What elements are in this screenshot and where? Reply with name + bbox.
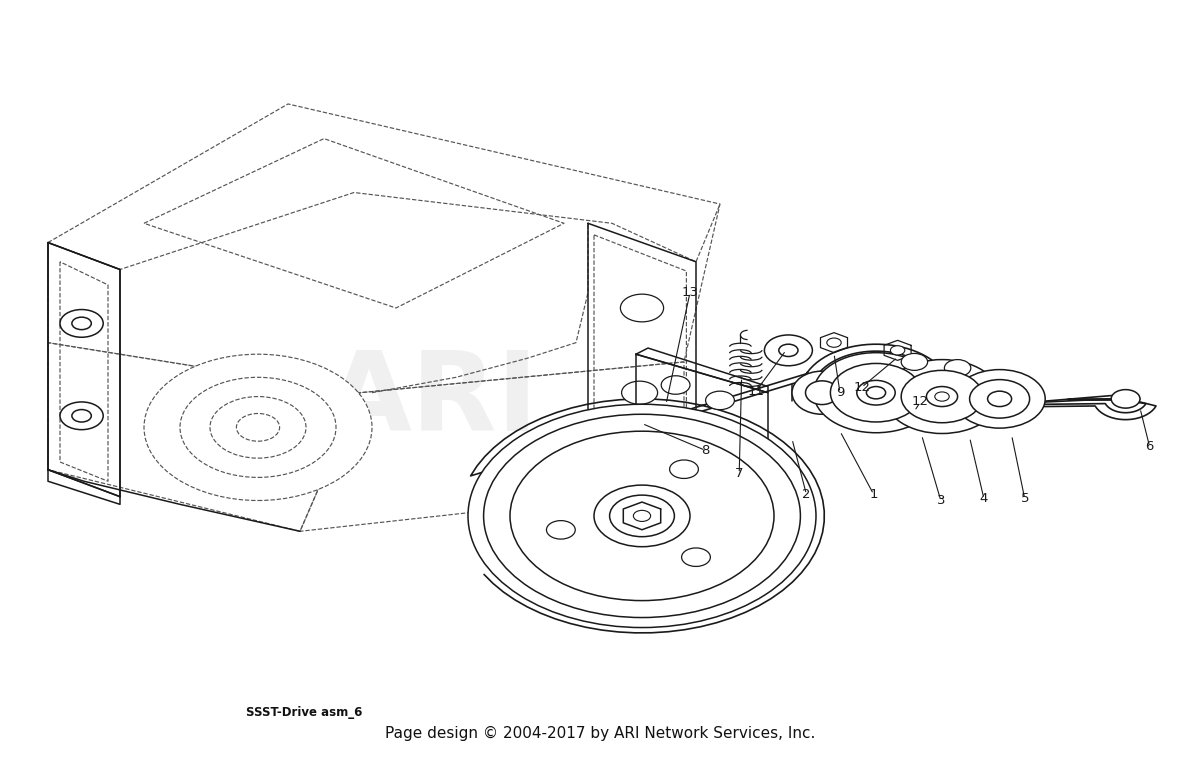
Ellipse shape — [484, 414, 800, 618]
Ellipse shape — [546, 521, 575, 539]
Ellipse shape — [827, 338, 841, 347]
Ellipse shape — [954, 370, 1045, 428]
Ellipse shape — [866, 387, 886, 399]
Ellipse shape — [620, 294, 664, 322]
Ellipse shape — [661, 376, 690, 394]
Ellipse shape — [901, 353, 928, 370]
Text: 3: 3 — [936, 494, 946, 507]
Ellipse shape — [901, 370, 983, 423]
Ellipse shape — [682, 548, 710, 567]
Ellipse shape — [468, 404, 816, 628]
Ellipse shape — [868, 387, 884, 398]
Ellipse shape — [890, 346, 905, 355]
Ellipse shape — [926, 387, 958, 407]
Ellipse shape — [1111, 390, 1140, 408]
Ellipse shape — [706, 391, 734, 410]
Text: 12: 12 — [912, 396, 929, 408]
Text: SSST-Drive asm_6: SSST-Drive asm_6 — [246, 706, 362, 718]
Ellipse shape — [210, 397, 306, 458]
Ellipse shape — [144, 354, 372, 500]
Text: 5: 5 — [1020, 493, 1030, 505]
Ellipse shape — [622, 381, 658, 404]
Ellipse shape — [935, 392, 949, 401]
Ellipse shape — [510, 431, 774, 601]
Ellipse shape — [884, 360, 1000, 434]
Text: ARI: ARI — [325, 347, 539, 454]
Text: Page design © 2004-2017 by ARI Network Services, Inc.: Page design © 2004-2017 by ARI Network S… — [385, 725, 815, 741]
Ellipse shape — [634, 511, 650, 521]
Ellipse shape — [180, 377, 336, 477]
Text: 9: 9 — [836, 387, 844, 399]
Ellipse shape — [988, 391, 1012, 407]
Ellipse shape — [970, 380, 1030, 418]
Text: 11: 11 — [748, 385, 764, 397]
Text: 6: 6 — [1146, 440, 1153, 453]
Text: 8: 8 — [702, 444, 709, 457]
Ellipse shape — [764, 335, 812, 366]
Text: 12: 12 — [853, 381, 870, 393]
Ellipse shape — [670, 460, 698, 478]
Ellipse shape — [594, 485, 690, 547]
Text: 4: 4 — [980, 493, 988, 505]
Ellipse shape — [779, 344, 798, 357]
Text: 2: 2 — [802, 488, 811, 500]
Ellipse shape — [792, 371, 852, 414]
Ellipse shape — [72, 317, 91, 330]
Ellipse shape — [60, 310, 103, 337]
Ellipse shape — [814, 353, 938, 433]
Text: 7: 7 — [734, 467, 744, 480]
Ellipse shape — [72, 410, 91, 422]
Ellipse shape — [805, 381, 839, 404]
Ellipse shape — [857, 380, 895, 405]
Text: 13: 13 — [682, 286, 698, 299]
Ellipse shape — [610, 495, 674, 537]
Ellipse shape — [236, 413, 280, 441]
Ellipse shape — [830, 363, 922, 422]
Text: 1: 1 — [869, 488, 878, 500]
Ellipse shape — [944, 360, 971, 377]
Ellipse shape — [60, 402, 103, 430]
